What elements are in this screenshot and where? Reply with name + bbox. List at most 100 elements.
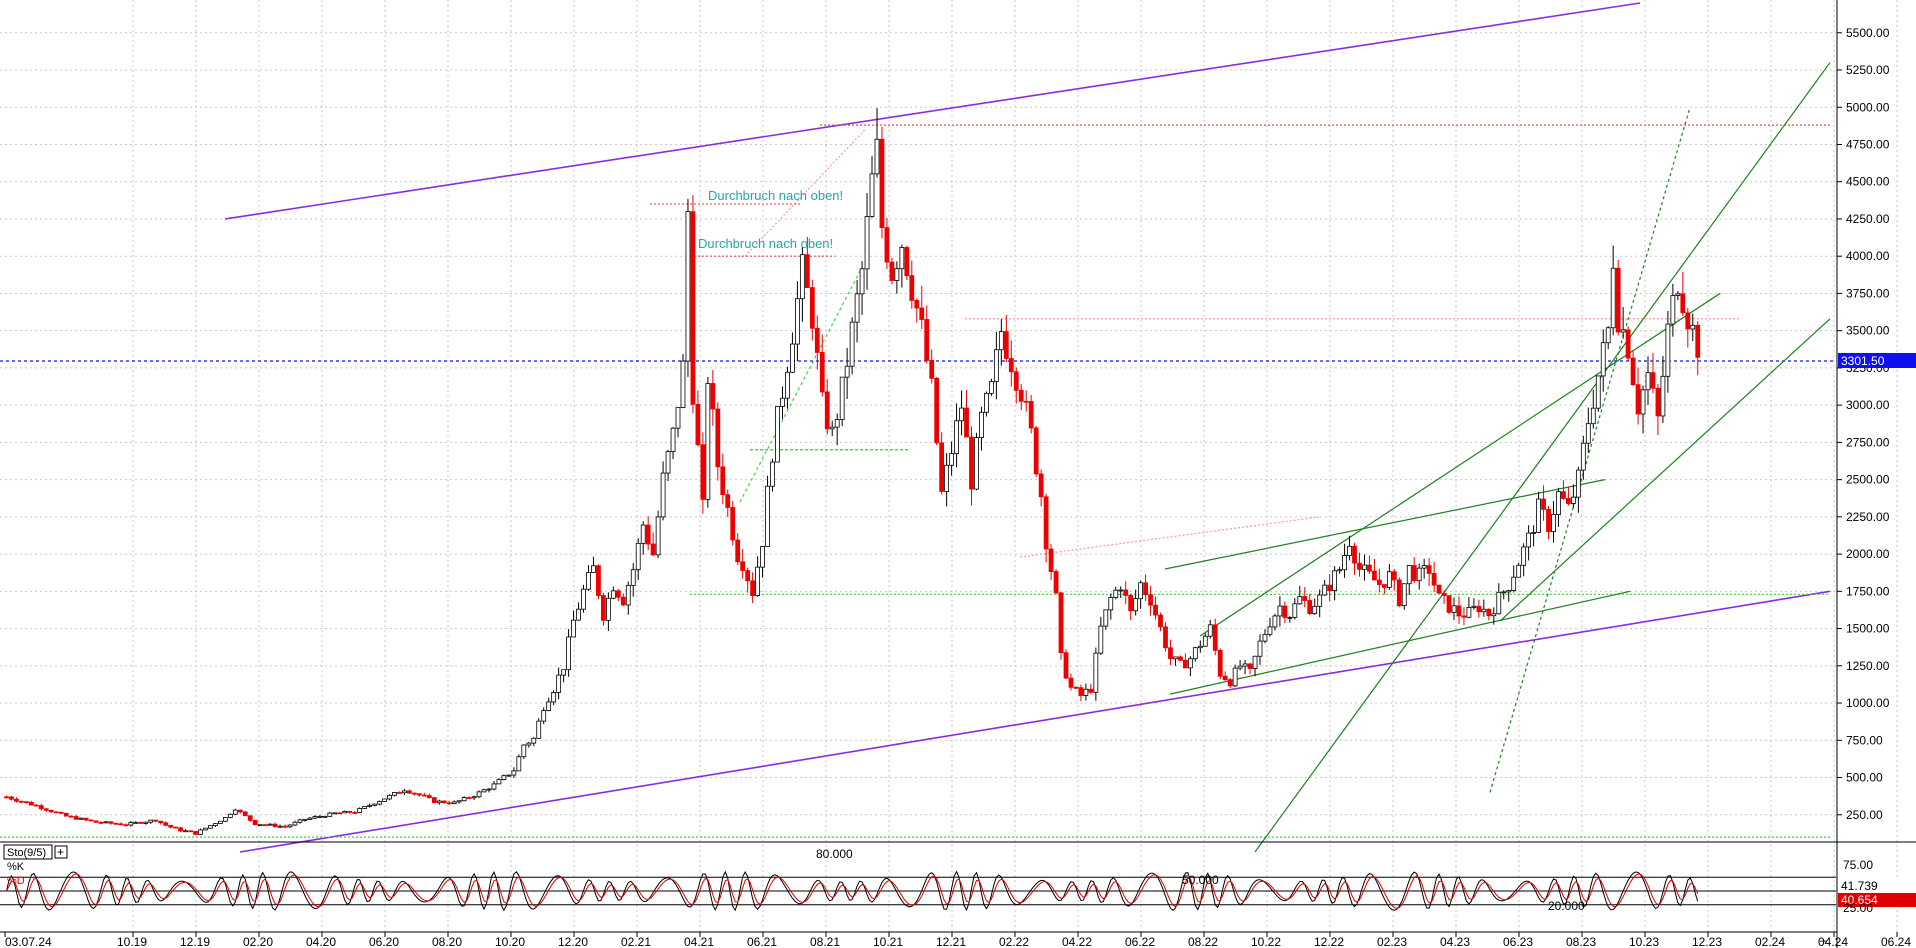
candle-body (38, 805, 44, 810)
candle-body (954, 420, 959, 454)
candle-body (1481, 608, 1487, 613)
candle-body (43, 808, 49, 811)
candle-body (1665, 323, 1671, 377)
y-tick-label: 5250.00 (1846, 63, 1890, 77)
candle-body (1322, 584, 1328, 596)
x-tick-label: 10.22 (1251, 935, 1281, 948)
candle-body (650, 543, 656, 556)
price-axis-ticks: 5500.00 5250.00 5000.00 4750.00 4500.00 4250.… (1837, 26, 1890, 822)
candle-body (297, 819, 303, 823)
candle-body (486, 788, 492, 791)
candle-body (814, 327, 820, 353)
candle-body (118, 823, 124, 826)
candle-body (392, 792, 397, 796)
candle-body (1551, 514, 1556, 533)
candle-body (1595, 375, 1601, 409)
candle-body (93, 820, 99, 823)
pink-trend-line (1019, 516, 1321, 558)
candle-body (1471, 605, 1477, 608)
candle-body (1163, 626, 1168, 649)
candle-body (1073, 686, 1079, 689)
candle-body (322, 815, 328, 818)
stochastic-expand-icon[interactable] (54, 845, 68, 859)
candle-body (431, 797, 437, 804)
candle-body (1466, 606, 1472, 618)
candle-body (586, 572, 591, 590)
candle-body (1312, 605, 1318, 614)
green-dashed-2021 (739, 270, 861, 503)
x-tick-label: 10.20 (495, 935, 525, 948)
green-channel-c (1499, 318, 1831, 622)
candle-body (1128, 595, 1134, 612)
candle-body (1372, 570, 1377, 581)
candle-body (1391, 571, 1397, 581)
candle-body (1232, 667, 1238, 687)
candle-body (327, 812, 333, 817)
k-line-label: %K (7, 861, 25, 873)
x-tick-label: 06.23 (1503, 935, 1533, 948)
candle-body (1362, 564, 1367, 570)
candle-body (1401, 583, 1407, 607)
k-value: 41.739 (1841, 879, 1878, 893)
y-tick-label: 4500.00 (1846, 175, 1890, 189)
candle-body (625, 584, 631, 606)
candle-body (849, 321, 855, 367)
candle-body (1222, 675, 1228, 681)
candle-body (372, 803, 377, 806)
candle-body (1685, 312, 1691, 330)
candle-body (1436, 584, 1442, 594)
candle-body (113, 822, 119, 825)
candle-body (700, 444, 706, 500)
candle-body (466, 797, 472, 799)
candle-body (1655, 387, 1661, 417)
candle-body (755, 566, 760, 597)
stochastic-label: Sto(9/5) (7, 847, 46, 859)
candle-body (1406, 565, 1412, 585)
candle-body (1506, 590, 1512, 593)
candle-body (834, 419, 840, 428)
candle-body (1605, 327, 1611, 344)
stochastic-panel (0, 870, 1836, 912)
candle-body (1690, 324, 1696, 330)
candle-body (799, 254, 805, 300)
sto-k-line (6, 870, 1699, 912)
candle-body (610, 590, 616, 599)
candle-body (670, 427, 676, 453)
candle-body (347, 810, 353, 813)
candle-body (481, 789, 487, 793)
y-tick-label: 4250.00 (1846, 212, 1890, 226)
y-tick-label: 1000.00 (1846, 696, 1890, 710)
candle-body (1207, 624, 1213, 637)
candle-body (1327, 584, 1333, 592)
candle-body (536, 720, 542, 739)
candle-body (1173, 656, 1178, 660)
candle-body (939, 442, 945, 492)
candle-body (471, 796, 477, 799)
candle-body (790, 343, 795, 373)
pink-dashed-2021 (744, 129, 866, 257)
candle-body (1103, 609, 1109, 627)
candle-body (601, 595, 606, 621)
candle-body (725, 494, 731, 508)
x-tick-label: 08.20 (432, 935, 462, 948)
candle-body (929, 360, 935, 379)
candle-body (153, 819, 159, 822)
green-channel-b (1199, 292, 1721, 637)
candle-body (640, 524, 646, 544)
stochastic-label-box[interactable] (3, 844, 53, 860)
x-tick-label: 02.23 (1377, 935, 1407, 948)
scroll-right-icon[interactable]: – (1820, 933, 1827, 947)
candle-body (979, 411, 984, 438)
x-tick-label: 08.23 (1566, 935, 1596, 948)
candle-body (262, 824, 268, 827)
candle-body (1148, 594, 1153, 606)
candle-body (83, 817, 89, 821)
candle-body (168, 824, 174, 828)
x-tick-label: 02.22 (999, 935, 1029, 948)
x-tick-label: 12.23 (1692, 935, 1722, 948)
last-price-marker (1838, 353, 1916, 368)
candle-body (222, 817, 228, 822)
sto-level-80: 80.000 (816, 847, 853, 861)
candle-body (680, 360, 686, 408)
candle-body (456, 800, 462, 803)
